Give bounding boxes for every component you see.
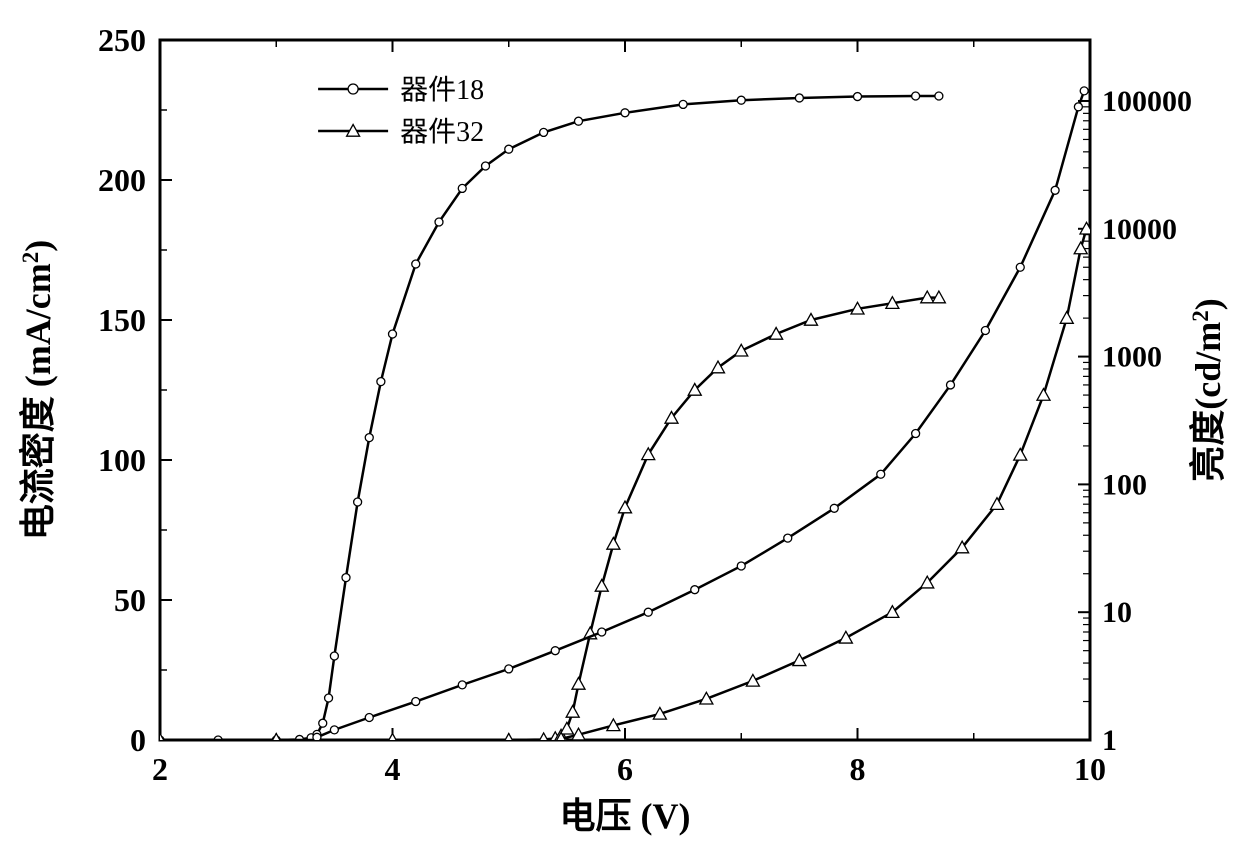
svg-text:10: 10 [1102,596,1132,629]
dual-axis-line-chart: 2468100501001502002501101001000100001000… [0,0,1239,863]
svg-text:100000: 100000 [1102,85,1192,118]
svg-text:电压 (V): 电压 (V) [560,796,691,836]
svg-text:0: 0 [130,722,146,758]
svg-text:1000: 1000 [1102,341,1162,374]
svg-text:4: 4 [385,751,401,787]
svg-text:200: 200 [98,162,146,198]
svg-text:电流密度 (mA/cm2): 电流密度 (mA/cm2) [17,240,58,540]
chart-container: 2468100501001502002501101001000100001000… [0,0,1239,863]
svg-text:150: 150 [98,302,146,338]
svg-text:6: 6 [617,751,633,787]
svg-text:10000: 10000 [1102,213,1177,246]
svg-text:1: 1 [1102,724,1117,757]
svg-text:亮度(cd/m2): 亮度(cd/m2) [1188,298,1229,481]
svg-text:器件32: 器件32 [400,116,484,148]
svg-text:100: 100 [1102,468,1147,501]
svg-text:100: 100 [98,442,146,478]
svg-text:50: 50 [114,582,146,618]
svg-text:250: 250 [98,22,146,58]
svg-text:器件18: 器件18 [400,74,484,106]
svg-text:8: 8 [850,751,866,787]
svg-text:2: 2 [152,751,168,787]
